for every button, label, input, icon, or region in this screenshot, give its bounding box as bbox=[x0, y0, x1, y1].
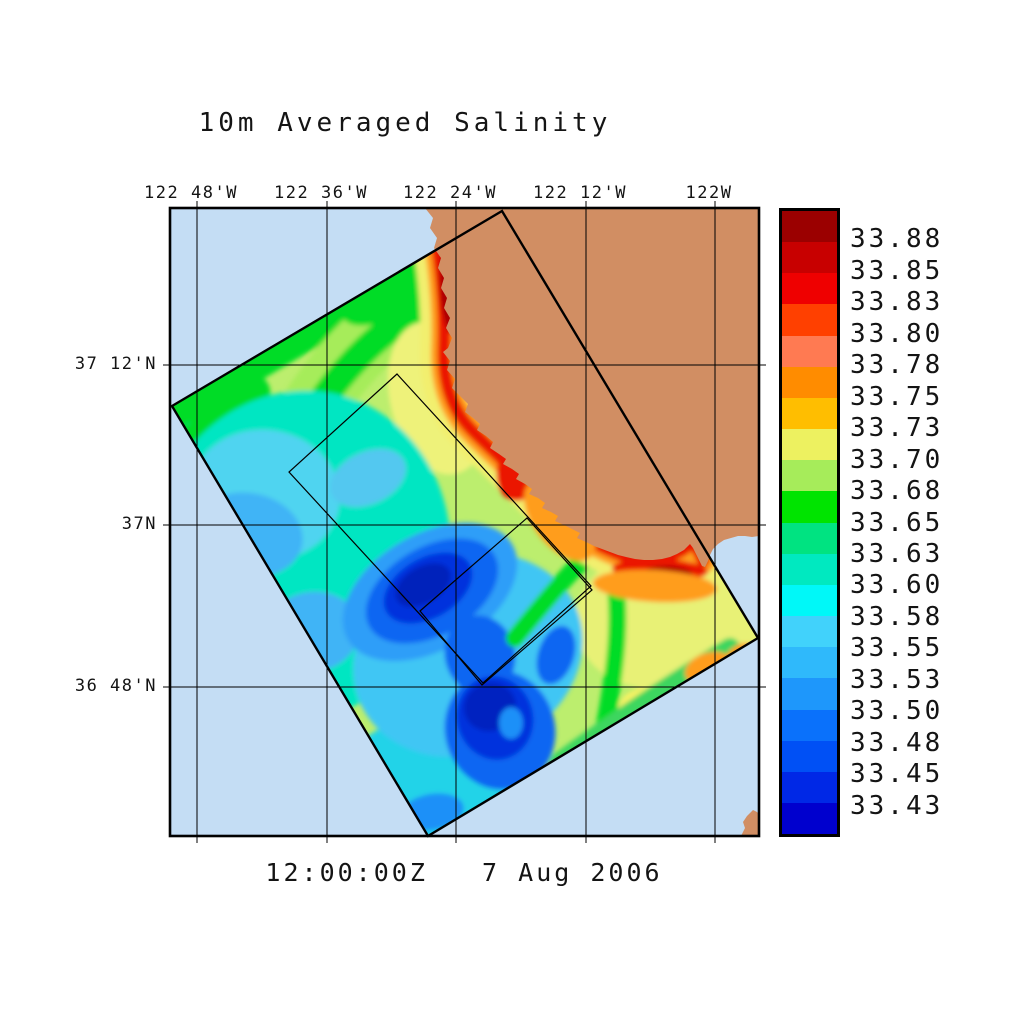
colorbar-segment bbox=[782, 647, 837, 679]
colorbar-label: 33.75 bbox=[850, 381, 944, 412]
colorbar-label: 33.83 bbox=[850, 287, 944, 318]
colorbar-segment bbox=[782, 304, 837, 336]
colorbar-segment bbox=[782, 584, 837, 617]
colorbar-label: 33.60 bbox=[850, 570, 944, 601]
colorbar-segment bbox=[782, 460, 837, 492]
colorbar-label: 33.73 bbox=[850, 413, 944, 444]
colorbar-label: 33.50 bbox=[850, 696, 944, 727]
timestamp: 12:00:00Z 7 Aug 2006 bbox=[265, 858, 663, 887]
plot-title: 10m Averaged Salinity bbox=[198, 108, 612, 138]
colorbar-label: 33.48 bbox=[850, 727, 944, 758]
colorbar-segment bbox=[782, 242, 837, 274]
x-axis-label: 122 48'W bbox=[144, 183, 238, 203]
colorbar-segment bbox=[782, 491, 837, 523]
colorbar-label: 33.45 bbox=[850, 759, 944, 790]
colorbar bbox=[779, 208, 840, 837]
colorbar-segment bbox=[782, 709, 837, 741]
colorbar-segment bbox=[782, 397, 837, 430]
colorbar-segment bbox=[782, 335, 837, 367]
colorbar-segment bbox=[782, 429, 837, 461]
colorbar-label: 33.70 bbox=[850, 444, 944, 475]
nested-grid-box bbox=[419, 517, 593, 686]
colorbar-label: 33.55 bbox=[850, 633, 944, 664]
colorbar-segment bbox=[782, 273, 837, 305]
land-region bbox=[425, 208, 759, 836]
colorbar-label: 33.43 bbox=[850, 790, 944, 821]
x-axis-label: 122 24'W bbox=[403, 183, 497, 203]
colorbar-label: 33.80 bbox=[850, 318, 944, 349]
colorbar-label: 33.58 bbox=[850, 601, 944, 632]
nested-grid-box bbox=[288, 373, 592, 684]
x-axis-label: 122 12'W bbox=[533, 183, 627, 203]
map-frame bbox=[168, 206, 761, 838]
colorbar-label: 33.88 bbox=[850, 224, 944, 255]
y-axis-label: 36 48'N bbox=[74, 676, 157, 696]
graticule bbox=[163, 201, 766, 843]
colorbar-segment bbox=[782, 616, 837, 648]
colorbar-segment bbox=[782, 678, 837, 710]
y-axis-label: 37N bbox=[121, 514, 157, 534]
colorbar-segment bbox=[782, 802, 837, 835]
colorbar-label: 33.53 bbox=[850, 664, 944, 695]
colorbar-label: 33.78 bbox=[850, 350, 944, 381]
colorbar-segment bbox=[782, 553, 837, 585]
colorbar-label: 33.85 bbox=[850, 255, 944, 286]
colorbar-segment bbox=[782, 211, 837, 243]
colorbar-segment bbox=[782, 740, 837, 772]
colorbar-segment bbox=[782, 771, 837, 803]
colorbar-label: 33.68 bbox=[850, 476, 944, 507]
colorbar-label: 33.65 bbox=[850, 507, 944, 538]
colorbar-segment bbox=[782, 366, 837, 398]
y-axis-label: 37 12'N bbox=[74, 354, 157, 374]
colorbar-label: 33.63 bbox=[850, 538, 944, 569]
x-axis-label: 122W bbox=[685, 183, 733, 203]
x-axis-label: 122 36'W bbox=[274, 183, 368, 203]
colorbar-segment bbox=[782, 522, 837, 554]
